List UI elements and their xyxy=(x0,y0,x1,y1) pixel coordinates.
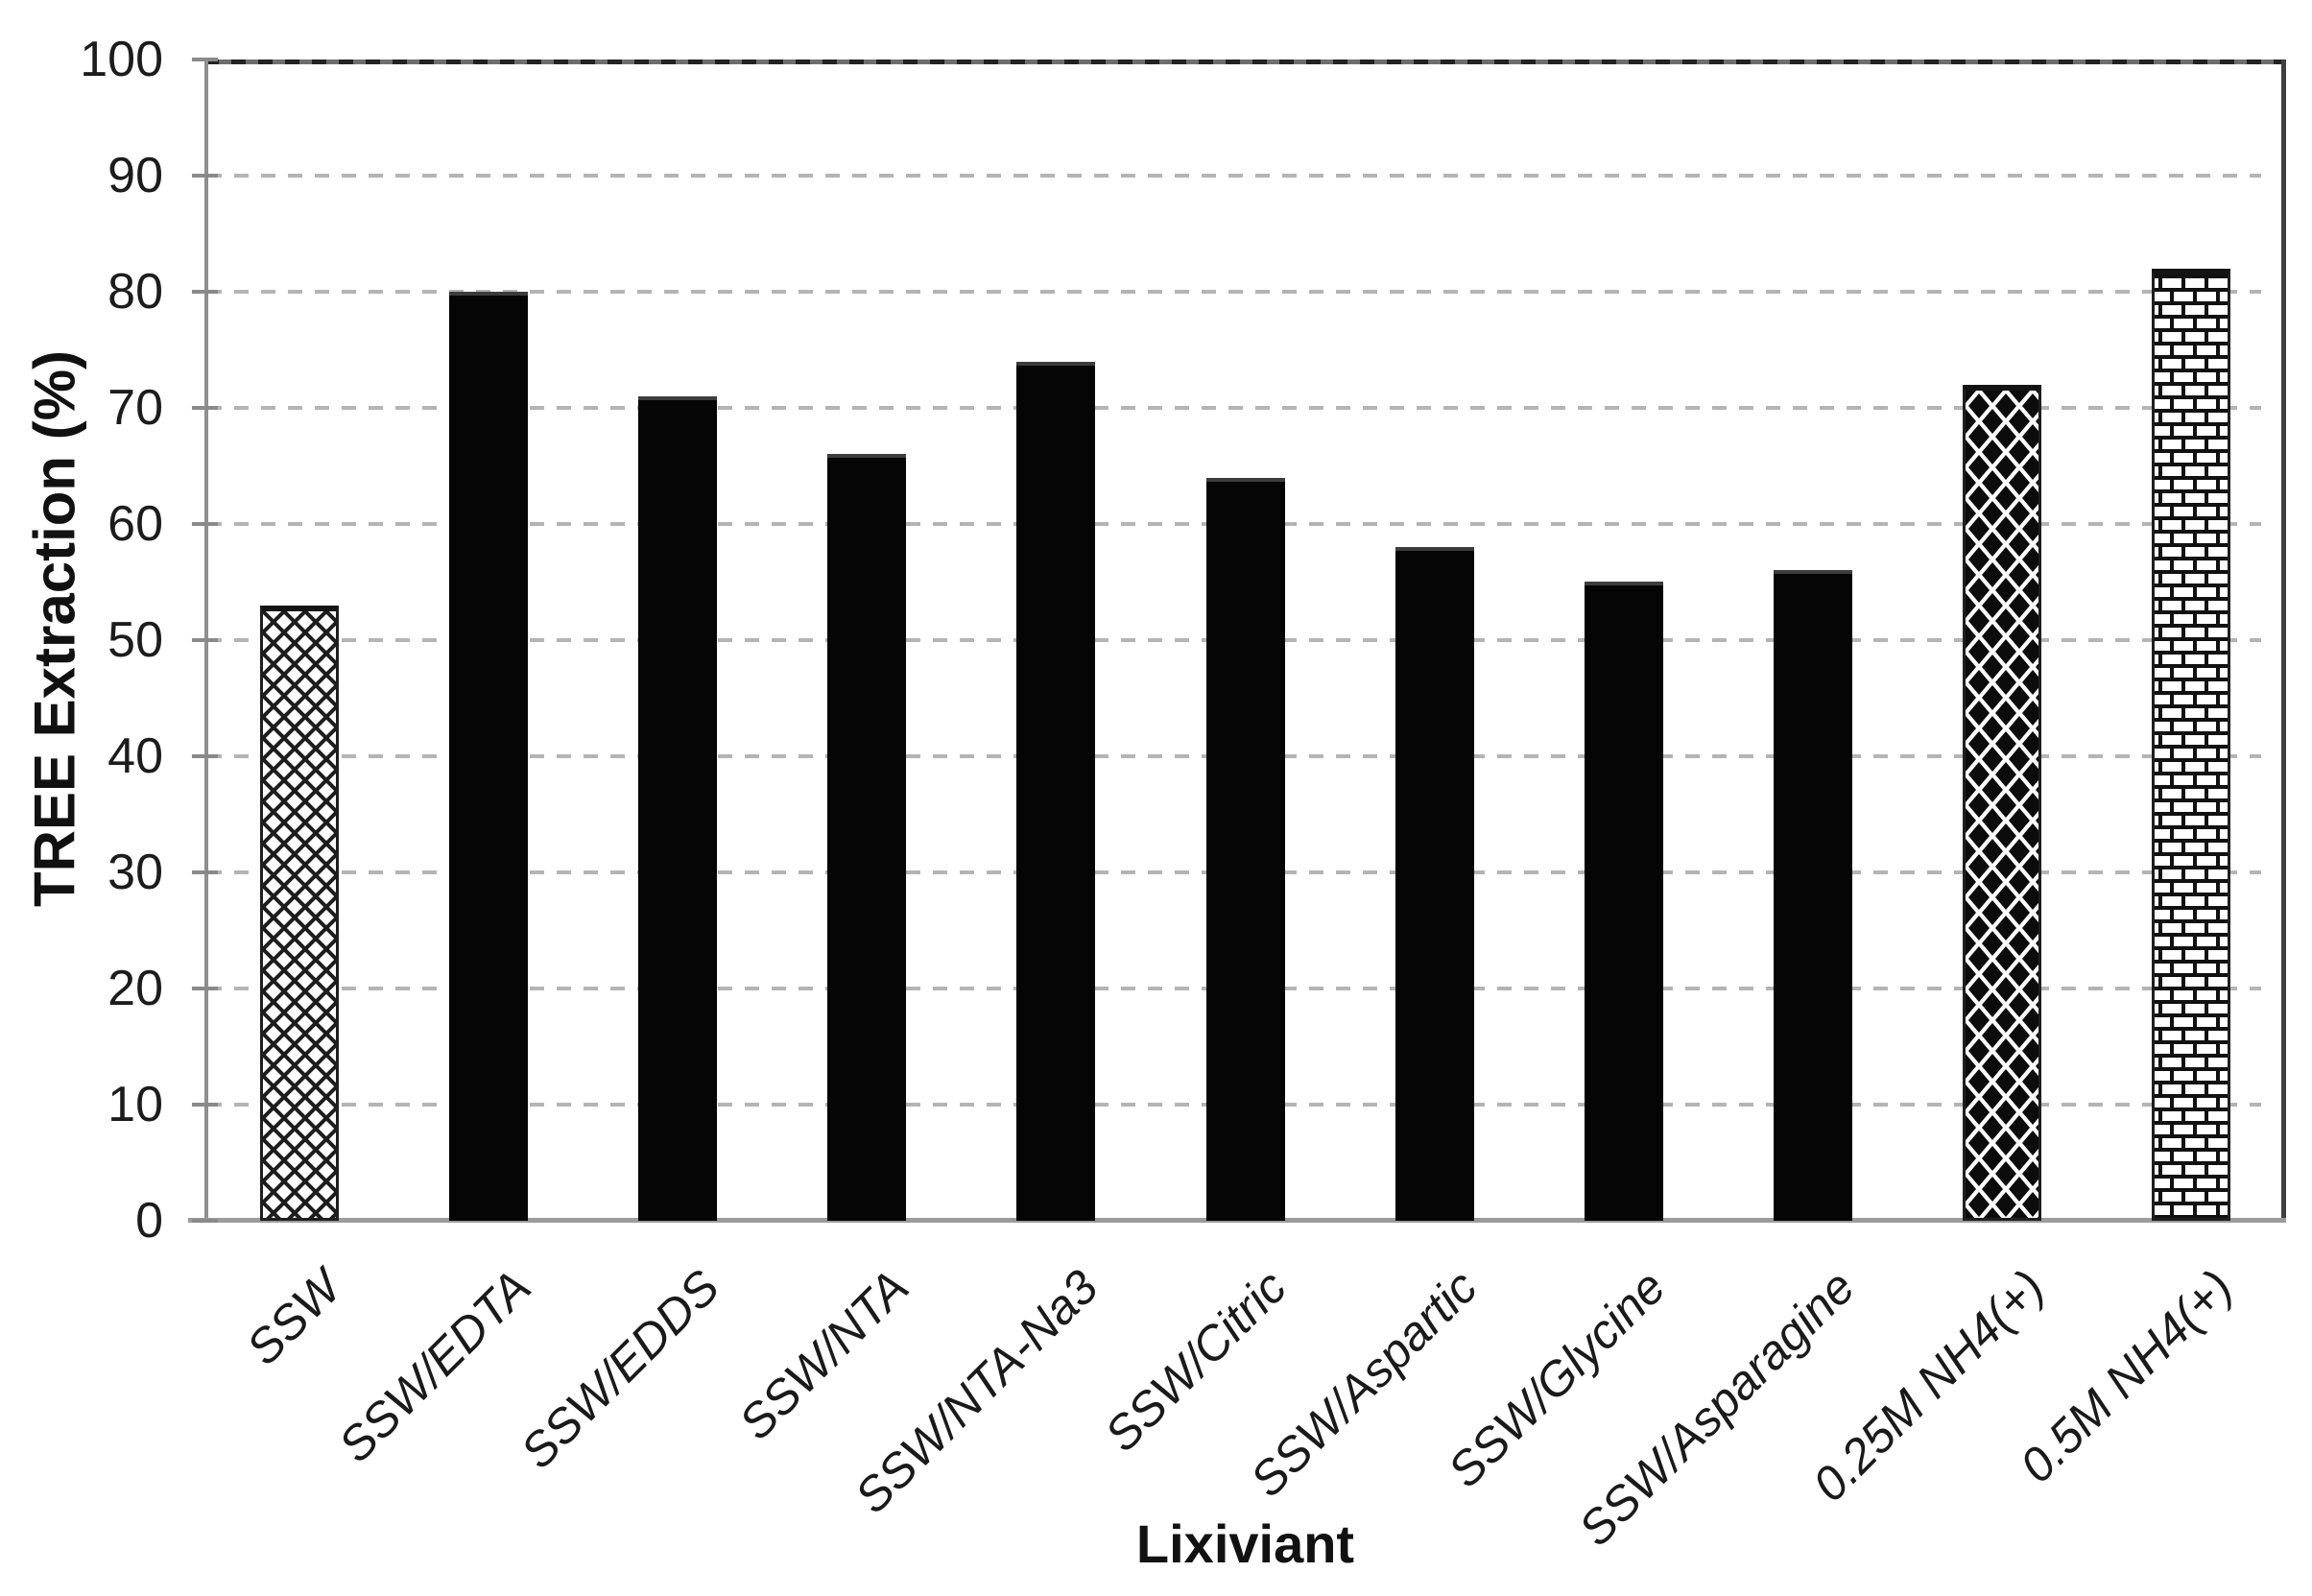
y-tick-label-0: 0 xyxy=(135,1193,163,1249)
x-category-label-ssw-edds: SSW/EDDS xyxy=(511,1259,730,1479)
bar-ssw-aspartic xyxy=(1395,547,1474,1221)
brick-pattern-fill xyxy=(2155,274,2228,1218)
y-tick-mark-30 xyxy=(192,870,218,874)
bar-ssw-citric xyxy=(1206,478,1285,1221)
y-tick-mark-50 xyxy=(192,638,218,642)
plot-top-border xyxy=(204,60,2286,64)
y-tick-label-20: 20 xyxy=(107,961,163,1016)
y-tick-label-100: 100 xyxy=(80,32,163,87)
plot-right-border xyxy=(2281,60,2286,1221)
x-category-label-ssw: SSW xyxy=(236,1259,352,1375)
x-category-label-ssw-edta: SSW/EDTA xyxy=(327,1259,541,1473)
diamond-pattern-fill xyxy=(1966,391,2038,1218)
y-tick-label-50: 50 xyxy=(107,612,163,668)
y-tick-label-30: 30 xyxy=(107,845,163,900)
bar-ssw xyxy=(260,606,339,1221)
y-tick-mark-20 xyxy=(192,987,218,990)
bar-ssw-edds xyxy=(638,396,717,1221)
y-tick-mark-70 xyxy=(192,406,218,410)
x-category-label-ssw-nta: SSW/NTA xyxy=(728,1259,919,1450)
bar-ssw-asparagine xyxy=(1774,570,1852,1221)
bar-0-25m-nh4 xyxy=(1963,385,2041,1221)
y-tick-label-90: 90 xyxy=(107,148,163,203)
y-tick-label-10: 10 xyxy=(107,1077,163,1132)
y-tick-mark-100 xyxy=(192,58,218,61)
bar-ssw-edta xyxy=(449,292,528,1221)
y-tick-mark-40 xyxy=(192,754,218,758)
y-tick-mark-90 xyxy=(192,174,218,178)
x-category-label-ssw-citric: SSW/Citric xyxy=(1094,1259,1298,1463)
bar-0-5m-nh4 xyxy=(2152,269,2230,1221)
y-tick-label-60: 60 xyxy=(107,496,163,552)
bar-ssw-nta xyxy=(827,454,906,1221)
y-tick-label-40: 40 xyxy=(107,728,163,784)
x-axis-title: Lixiviant xyxy=(1135,1513,1355,1574)
y-tick-mark-10 xyxy=(192,1103,218,1107)
y-tick-label-80: 80 xyxy=(107,264,163,320)
gridline-70 xyxy=(207,406,2261,410)
crosshatch-pattern-fill xyxy=(263,611,336,1218)
gridline-80 xyxy=(207,290,2261,294)
y-tick-mark-60 xyxy=(192,522,218,526)
bar-ssw-nta-na3 xyxy=(1016,362,1095,1221)
y-tick-mark-0 xyxy=(192,1219,218,1223)
y-tick-labels: 0 10 20 30 40 50 60 70 80 90 100 xyxy=(0,32,163,1249)
bar-ssw-glycine xyxy=(1585,582,1663,1221)
plot-area xyxy=(188,58,2286,1223)
gridline-90 xyxy=(207,174,2261,178)
y-tick-label-70: 70 xyxy=(107,380,163,436)
y-tick-mark-80 xyxy=(192,290,218,294)
